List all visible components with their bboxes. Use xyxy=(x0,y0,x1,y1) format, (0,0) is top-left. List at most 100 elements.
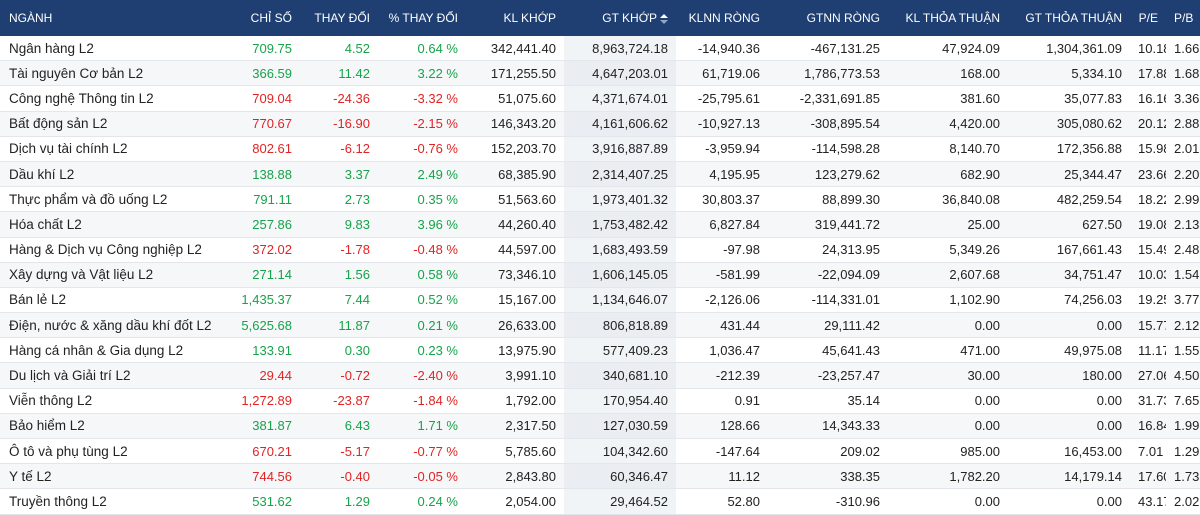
header-change[interactable]: THAY ĐỔI xyxy=(300,0,378,36)
header-foreign-net-volume[interactable]: KLNN RÒNG xyxy=(676,0,768,36)
table-row[interactable]: Ô tô và phụ tùng L2 670.21 -5.17 -0.77 % 5,7… xyxy=(0,438,1200,465)
cell-index: 670.21 xyxy=(232,438,300,465)
cell-foreign-net-volume: -212.39 xyxy=(676,362,768,389)
cell-sector-name[interactable]: Điện, nước & xăng dầu khí đốt L2 xyxy=(0,312,232,339)
table-row[interactable]: Hàng & Dịch vụ Công nghiệp L2 372.02 -1.78… xyxy=(0,237,1200,263)
header-foreign-net-value[interactable]: GTNN RÒNG xyxy=(768,0,888,36)
header-index[interactable]: CHỈ SỐ xyxy=(232,0,300,36)
cell-change: -16.90 xyxy=(300,111,378,137)
cell-matched-volume: 3,991.10 xyxy=(466,362,564,389)
cell-negotiated-volume: 0.00 xyxy=(888,312,1008,339)
table-row[interactable]: Công nghệ Thông tin L2 709.04 -24.36 -3.32 … xyxy=(0,85,1200,112)
header-negotiated-value[interactable]: GT THỎA THUẬN xyxy=(1008,0,1130,36)
cell-sector-name[interactable]: Dầu khí L2 xyxy=(0,161,232,188)
cell-negotiated-value: 180.00 xyxy=(1008,362,1130,389)
cell-negotiated-value: 172,356.88 xyxy=(1008,136,1130,162)
cell-sector-name[interactable]: Ngân hàng L2 xyxy=(0,36,232,62)
cell-change: 1.29 xyxy=(300,488,378,515)
cell-matched-volume: 2,054.00 xyxy=(466,488,564,515)
table-row[interactable]: Hàng cá nhân & Gia dụng L2 133.91 0.30 0.23… xyxy=(0,337,1200,364)
cell-negotiated-value: 35,077.83 xyxy=(1008,85,1130,112)
cell-change: -5.17 xyxy=(300,438,378,465)
header-negotiated-volume[interactable]: KL THỎA THUẬN xyxy=(888,0,1008,36)
table-row[interactable]: Thực phẩm và đồ uống L2 791.11 2.73 0.35 % 5… xyxy=(0,186,1200,213)
cell-change: 1.56 xyxy=(300,262,378,288)
cell-negotiated-value: 14,179.14 xyxy=(1008,463,1130,490)
cell-negotiated-volume: 36,840.08 xyxy=(888,186,1008,213)
cell-sector-name[interactable]: Du lịch và Giải trí L2 xyxy=(0,362,232,389)
cell-negotiated-volume: 0.00 xyxy=(888,413,1008,440)
cell-negotiated-volume: 1,782.20 xyxy=(888,463,1008,490)
cell-negotiated-volume: 985.00 xyxy=(888,438,1008,465)
cell-change: -0.72 xyxy=(300,362,378,389)
cell-matched-value: 170,954.40 xyxy=(564,388,676,414)
cell-matched-volume: 26,633.00 xyxy=(466,312,564,339)
cell-foreign-net-value: 45,641.43 xyxy=(768,337,888,364)
table-row[interactable]: Ngân hàng L2 709.75 4.52 0.64 % 342,441.40 8,… xyxy=(0,36,1200,62)
cell-pb: 2.48 xyxy=(1166,237,1200,263)
cell-percent-change: -2.40 % xyxy=(378,362,466,389)
cell-pb: 2.01 xyxy=(1166,136,1200,162)
cell-foreign-net-value: -2,331,691.85 xyxy=(768,85,888,112)
table-row[interactable]: Dịch vụ tài chính L2 802.61 -6.12 -0.76 % 15… xyxy=(0,136,1200,162)
cell-percent-change: 0.52 % xyxy=(378,287,466,314)
cell-change: 4.52 xyxy=(300,36,378,62)
header-percent-change[interactable]: % THAY ĐỔI xyxy=(378,0,466,36)
cell-index: 802.61 xyxy=(232,136,300,162)
table-row[interactable]: Điện, nước & xăng dầu khí đốt L2 5,625.68… xyxy=(0,312,1200,339)
table-row[interactable]: Bán lẻ L2 1,435.37 7.44 0.52 % 15,167.00 1,13… xyxy=(0,287,1200,314)
cell-sector-name[interactable]: Bảo hiểm L2 xyxy=(0,413,232,440)
cell-sector-name[interactable]: Hóa chất L2 xyxy=(0,211,232,238)
cell-sector-name[interactable]: Viễn thông L2 xyxy=(0,388,232,414)
table-row[interactable]: Viễn thông L2 1,272.89 -23.87 -1.84 % 1,792.… xyxy=(0,388,1200,414)
header-pb[interactable]: P/B xyxy=(1166,0,1200,36)
cell-foreign-net-value: 319,441.72 xyxy=(768,211,888,238)
header-matched-value[interactable]: GT KHỚP xyxy=(564,0,676,36)
cell-sector-name[interactable]: Y tế L2 xyxy=(0,463,232,490)
cell-foreign-net-volume: -14,940.36 xyxy=(676,36,768,62)
cell-sector-name[interactable]: Bất động sản L2 xyxy=(0,111,232,137)
header-pe[interactable]: P/E xyxy=(1130,0,1166,36)
header-matched-volume[interactable]: KL KHỚP xyxy=(466,0,564,36)
cell-matched-value: 806,818.89 xyxy=(564,312,676,339)
cell-percent-change: 0.24 % xyxy=(378,488,466,515)
cell-foreign-net-volume: 6,827.84 xyxy=(676,211,768,238)
cell-sector-name[interactable]: Hàng & Dịch vụ Công nghiệp L2 xyxy=(0,237,232,263)
cell-matched-value: 1,973,401.32 xyxy=(564,186,676,213)
cell-pb: 1.54 xyxy=(1166,262,1200,288)
table-row[interactable]: Dầu khí L2 138.88 3.37 2.49 % 68,385.90 2,314… xyxy=(0,161,1200,188)
cell-sector-name[interactable]: Bán lẻ L2 xyxy=(0,287,232,314)
cell-sector-name[interactable]: Xây dựng và Vật liệu L2 xyxy=(0,262,232,288)
cell-sector-name[interactable]: Truyền thông L2 xyxy=(0,488,232,515)
table-row[interactable]: Bảo hiểm L2 381.87 6.43 1.71 % 2,317.50 127,0… xyxy=(0,413,1200,440)
cell-sector-name[interactable]: Thực phẩm và đồ uống L2 xyxy=(0,186,232,213)
table-row[interactable]: Truyền thông L2 531.62 1.29 0.24 % 2,054.00 2… xyxy=(0,488,1200,515)
cell-matched-volume: 5,785.60 xyxy=(466,438,564,465)
cell-sector-name[interactable]: Công nghệ Thông tin L2 xyxy=(0,85,232,112)
cell-foreign-net-value: 123,279.62 xyxy=(768,161,888,188)
table-row[interactable]: Xây dựng và Vật liệu L2 271.14 1.56 0.58 % 7… xyxy=(0,262,1200,288)
table-row[interactable]: Du lịch và Giải trí L2 29.44 -0.72 -2.40 % 3… xyxy=(0,362,1200,389)
cell-negotiated-volume: 5,349.26 xyxy=(888,237,1008,263)
cell-pb: 1.66 xyxy=(1166,36,1200,62)
table-row[interactable]: Bất động sản L2 770.67 -16.90 -2.15 % 146,34… xyxy=(0,111,1200,137)
header-sector[interactable]: NGÀNH xyxy=(0,0,232,36)
cell-negotiated-volume: 1,102.90 xyxy=(888,287,1008,314)
cell-negotiated-volume: 25.00 xyxy=(888,211,1008,238)
sort-icon[interactable] xyxy=(660,13,668,24)
cell-foreign-net-volume: -25,795.61 xyxy=(676,85,768,112)
cell-sector-name[interactable]: Dịch vụ tài chính L2 xyxy=(0,136,232,162)
table-row[interactable]: Y tế L2 744.56 -0.40 -0.05 % 2,843.80 60,346.… xyxy=(0,463,1200,490)
cell-matched-value: 104,342.60 xyxy=(564,438,676,465)
cell-negotiated-volume: 168.00 xyxy=(888,60,1008,87)
cell-sector-name[interactable]: Ô tô và phụ tùng L2 xyxy=(0,438,232,465)
cell-index: 257.86 xyxy=(232,211,300,238)
table-row[interactable]: Tài nguyên Cơ bản L2 366.59 11.42 3.22 % 171… xyxy=(0,60,1200,87)
cell-foreign-net-volume: -10,927.13 xyxy=(676,111,768,137)
cell-sector-name[interactable]: Tài nguyên Cơ bản L2 xyxy=(0,60,232,87)
cell-sector-name[interactable]: Hàng cá nhân & Gia dụng L2 xyxy=(0,337,232,364)
cell-matched-value: 3,916,887.89 xyxy=(564,136,676,162)
cell-foreign-net-value: -23,257.47 xyxy=(768,362,888,389)
table-row[interactable]: Hóa chất L2 257.86 9.83 3.96 % 44,260.40 1,75… xyxy=(0,211,1200,238)
cell-foreign-net-value: 88,899.30 xyxy=(768,186,888,213)
